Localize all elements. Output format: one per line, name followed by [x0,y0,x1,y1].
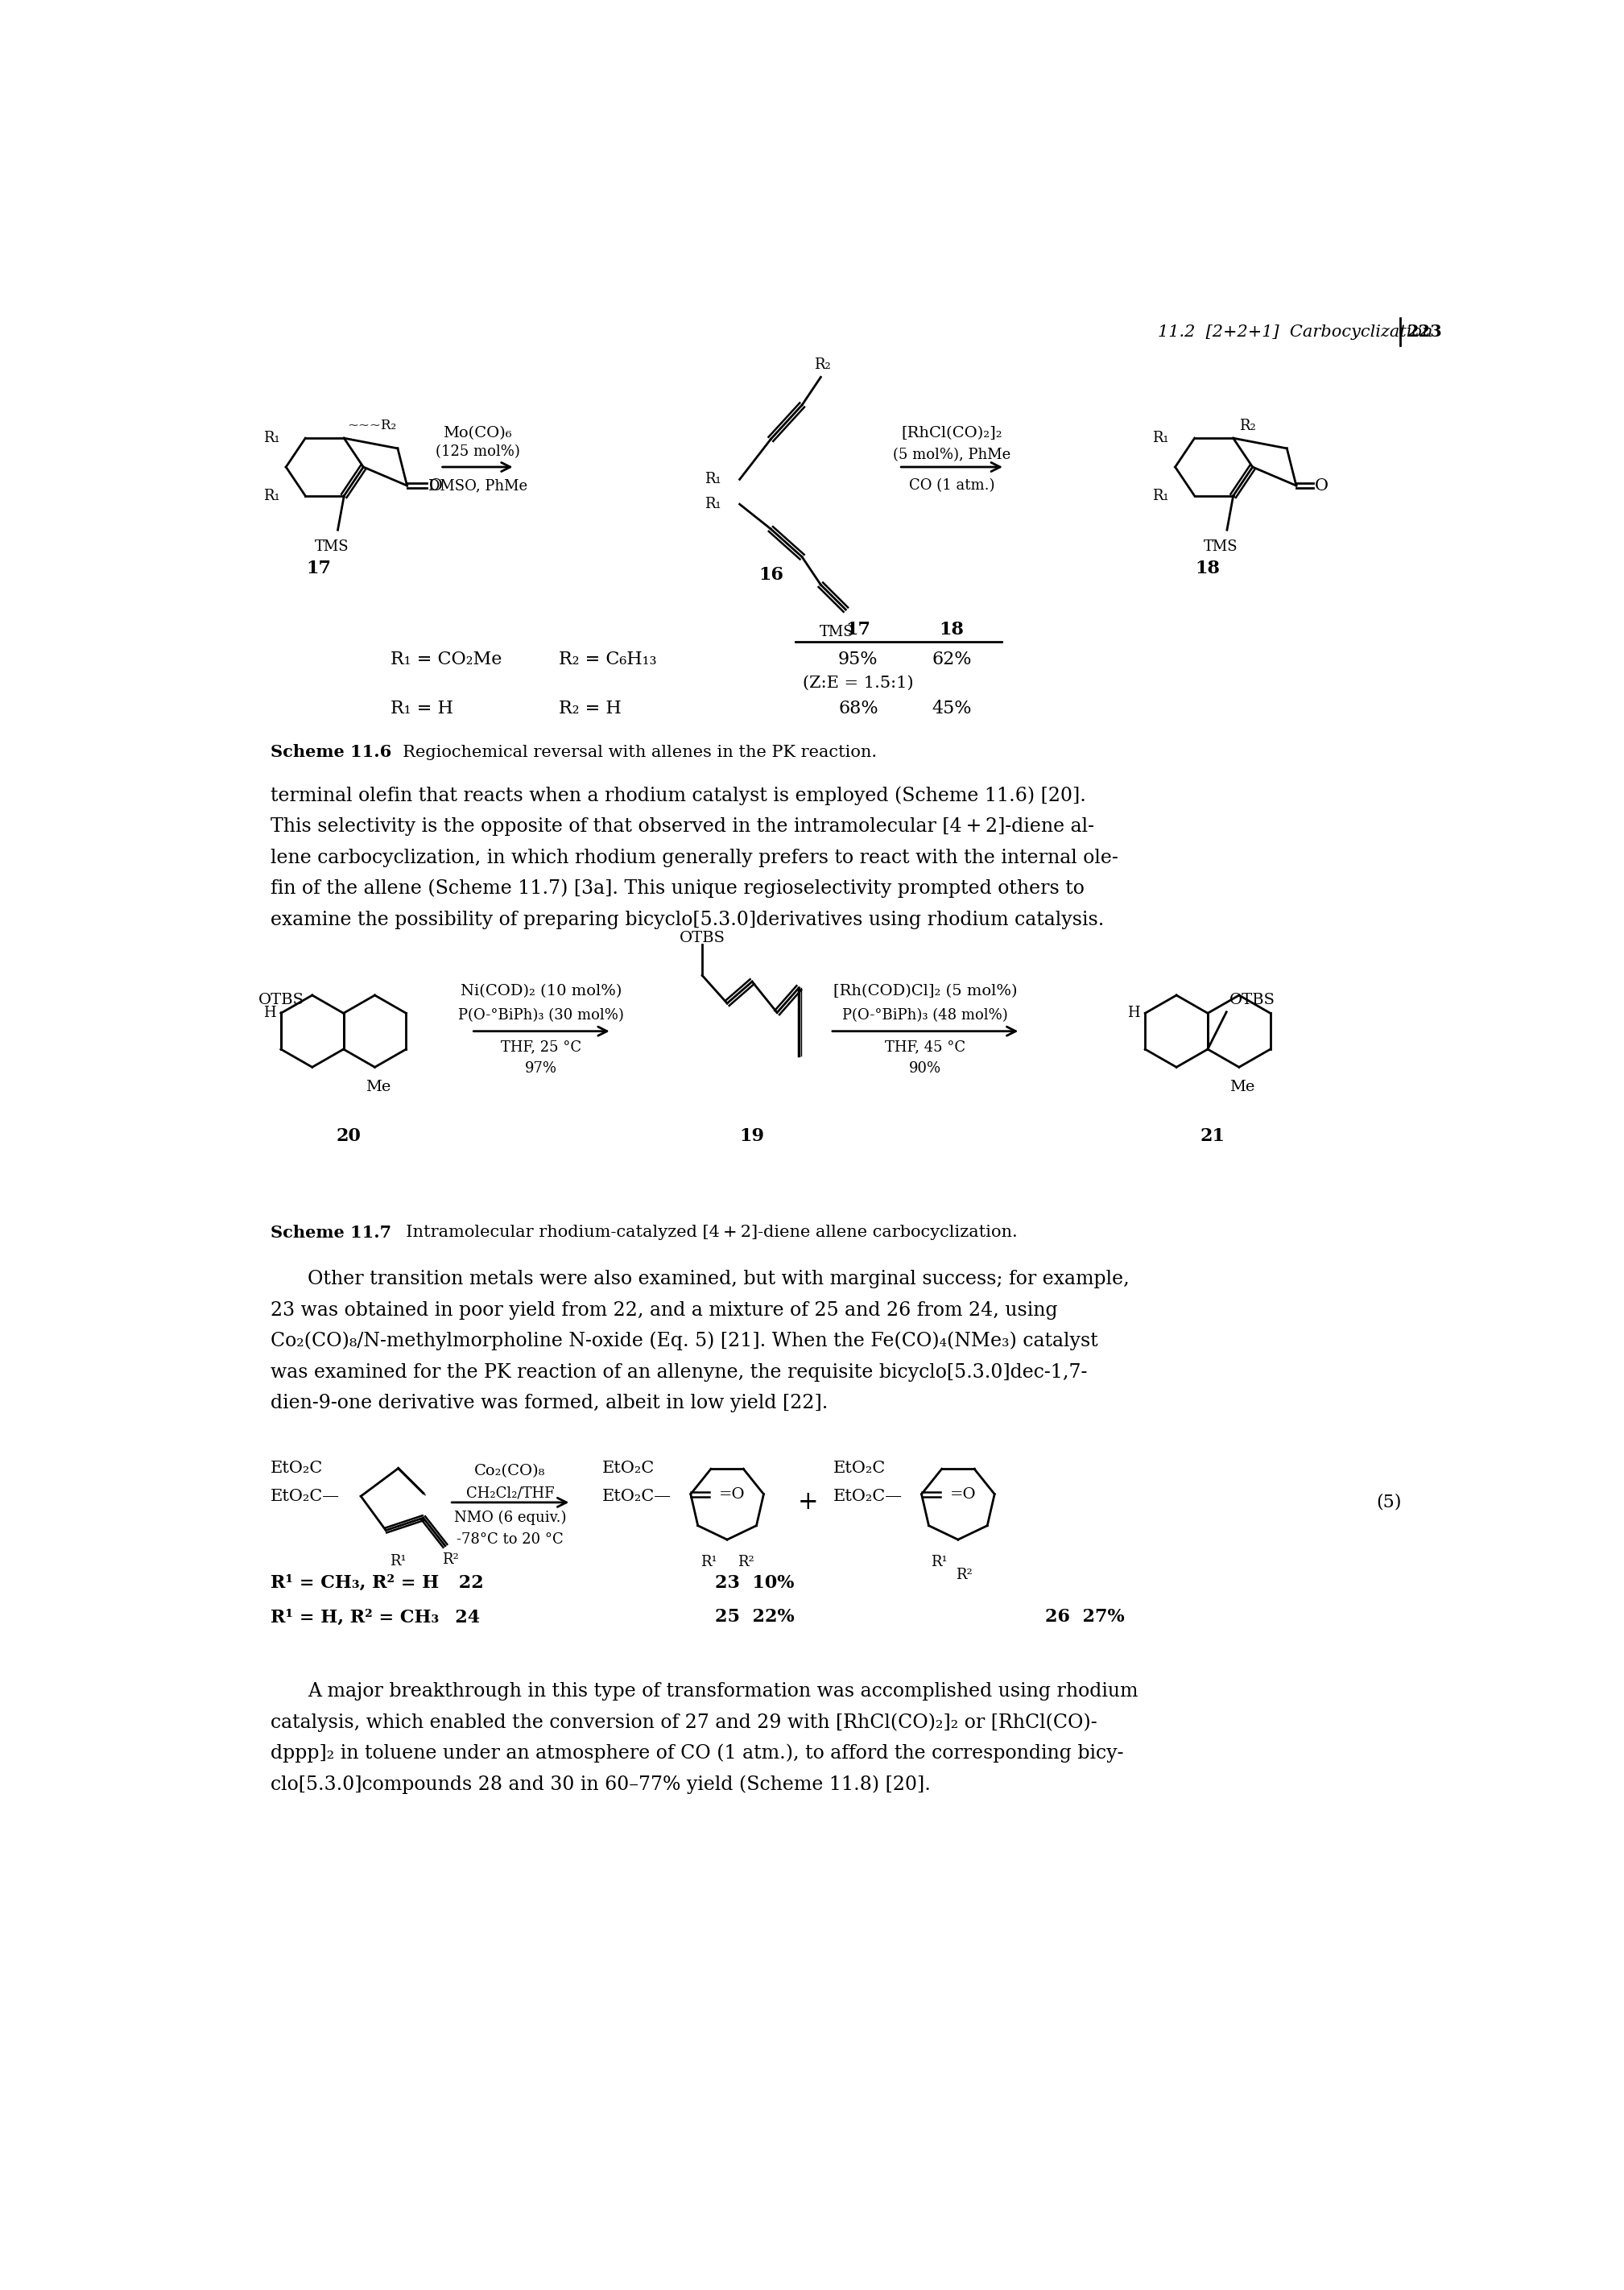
Text: Mo(CO)₆: Mo(CO)₆ [443,426,512,440]
Text: A major breakthrough in this type of transformation was accomplished using rhodi: A major breakthrough in this type of tra… [309,1683,1138,1701]
Text: NMO (6 equiv.): NMO (6 equiv.) [453,1511,567,1525]
Text: H: H [263,1005,276,1021]
Text: R²: R² [442,1553,458,1566]
Text: 26  27%: 26 27% [1046,1608,1125,1626]
Text: R₁ = CO₂Me: R₁ = CO₂Me [390,650,502,669]
Text: lene carbocyclization, in which rhodium generally prefers to react with the inte: lene carbocyclization, in which rhodium … [270,847,1117,868]
Text: R¹: R¹ [390,1555,406,1569]
Text: ~~~R₂: ~~~R₂ [348,419,396,433]
Text: fin of the allene (Scheme 11.7) [3a]. This unique regioselectivity prompted othe: fin of the allene (Scheme 11.7) [3a]. Th… [270,879,1085,898]
Text: R₂: R₂ [1239,419,1257,433]
Text: Other transition metals were also examined, but with marginal success; for examp: Other transition metals were also examin… [309,1271,1130,1289]
Text: catalysis, which enabled the conversion of 27 and 29 with [RhCl(CO)₂]₂ or [RhCl(: catalysis, which enabled the conversion … [270,1713,1096,1731]
Text: 19: 19 [739,1127,765,1145]
Text: O: O [429,479,443,492]
Text: TMS: TMS [818,625,854,639]
Text: 21: 21 [1200,1127,1224,1145]
Text: R₂: R₂ [814,357,830,371]
Text: 18: 18 [1195,561,1220,577]
Text: 16: 16 [758,566,783,584]
Text: Me: Me [365,1079,390,1095]
Text: EtO₂C—: EtO₂C— [833,1489,903,1505]
Text: dien-9-one derivative was formed, albeit in low yield [22].: dien-9-one derivative was formed, albeit… [270,1395,828,1413]
Text: R²: R² [737,1555,754,1569]
Text: OTBS: OTBS [258,992,304,1008]
Text: R¹: R¹ [931,1555,948,1569]
Text: H: H [1127,1005,1140,1021]
Text: was examined for the PK reaction of an allenyne, the requisite bicyclo[5.3.0]dec: was examined for the PK reaction of an a… [270,1363,1086,1381]
Text: This selectivity is the opposite of that observed in the intramolecular [4 + 2]-: This selectivity is the opposite of that… [270,818,1095,836]
Text: R¹ = CH₃, R² = H    22: R¹ = CH₃, R² = H 22 [270,1573,484,1592]
Text: 62%: 62% [932,650,971,669]
Text: EtO₂C: EtO₂C [603,1461,654,1477]
Text: Co₂(CO)₈/N-methylmorpholine N-oxide (Eq. 5) [21]. When the Fe(CO)₄(NMe₃) catalys: Co₂(CO)₈/N-methylmorpholine N-oxide (Eq.… [270,1333,1098,1351]
Text: [RhCl(CO)₂]₂: [RhCl(CO)₂]₂ [901,426,1002,440]
Text: R²: R² [957,1569,973,1582]
Text: EtO₂C: EtO₂C [833,1461,885,1477]
Text: TMS: TMS [315,538,349,554]
Text: +: + [797,1491,818,1516]
Text: EtO₂C—: EtO₂C— [270,1489,339,1505]
Text: (Z:E = 1.5:1): (Z:E = 1.5:1) [802,676,914,689]
Text: O: O [1315,479,1328,492]
Text: EtO₂C: EtO₂C [270,1461,323,1477]
Text: TMS: TMS [1203,538,1237,554]
Text: R¹ = H, R² = CH₃   24: R¹ = H, R² = CH₃ 24 [270,1608,479,1626]
Text: 223: 223 [1408,323,1442,339]
Text: Scheme 11.7: Scheme 11.7 [270,1225,391,1241]
Text: 11.2  [2+2+1]  Carbocyclization: 11.2 [2+2+1] Carbocyclization [1158,325,1432,339]
Text: P(O-°BiPh)₃ (30 mol%): P(O-°BiPh)₃ (30 mol%) [458,1008,624,1024]
Text: terminal olefin that reacts when a rhodium catalyst is employed (Scheme 11.6) [2: terminal olefin that reacts when a rhodi… [270,785,1086,806]
Text: clo[5.3.0]compounds 28 and 30 in 60–77% yield (Scheme 11.8) [20].: clo[5.3.0]compounds 28 and 30 in 60–77% … [270,1775,931,1793]
Text: 90%: 90% [909,1060,942,1076]
Text: 45%: 45% [932,701,971,717]
Text: 95%: 95% [838,650,879,669]
Text: CO (1 atm.): CO (1 atm.) [909,479,994,492]
Text: 20: 20 [336,1127,361,1145]
Text: 18: 18 [939,621,965,639]
Text: dppp]₂ in toluene under an atmosphere of CO (1 atm.), to afford the correspondin: dppp]₂ in toluene under an atmosphere of… [270,1745,1124,1763]
Text: R₁: R₁ [705,497,721,511]
Text: R₂ = H: R₂ = H [559,701,622,717]
Text: R¹: R¹ [700,1555,716,1569]
Text: Scheme 11.6: Scheme 11.6 [270,744,391,760]
Text: (125 mol%): (125 mol%) [435,444,520,458]
Text: R₁: R₁ [1153,431,1169,447]
Text: R₁: R₁ [263,488,279,504]
Text: P(O-°BiPh)₃ (48 mol%): P(O-°BiPh)₃ (48 mol%) [843,1008,1009,1024]
Text: (5): (5) [1376,1493,1402,1511]
Text: OTBS: OTBS [679,932,724,946]
Text: R₁ = H: R₁ = H [390,701,453,717]
Text: examine the possibility of preparing bicyclo[5.3.0]derivatives using rhodium cat: examine the possibility of preparing bic… [270,911,1104,930]
Text: Ni(COD)₂ (10 mol%): Ni(COD)₂ (10 mol%) [461,985,622,998]
Text: 17: 17 [846,621,870,639]
Text: R₂ = C₆H₁₃: R₂ = C₆H₁₃ [559,650,656,669]
Text: [Rh(COD)Cl]₂ (5 mol%): [Rh(COD)Cl]₂ (5 mol%) [833,985,1017,998]
Text: R₁: R₁ [705,472,721,488]
Text: OTBS: OTBS [1229,992,1275,1008]
Text: Intramolecular rhodium-catalyzed [4 + 2]-diene allene carbocyclization.: Intramolecular rhodium-catalyzed [4 + 2]… [395,1225,1017,1241]
Text: Regiochemical reversal with allenes in the PK reaction.: Regiochemical reversal with allenes in t… [391,744,877,760]
Text: CH₂Cl₂/THF: CH₂Cl₂/THF [466,1486,554,1500]
Text: 23 was obtained in poor yield from 22, and a mixture of 25 and 26 from 24, using: 23 was obtained in poor yield from 22, a… [270,1301,1057,1319]
Text: R₁: R₁ [263,431,279,447]
Text: DMSO, PhMe: DMSO, PhMe [429,479,528,492]
Text: =O: =O [950,1486,976,1502]
Text: THF, 45 °C: THF, 45 °C [885,1040,965,1053]
Text: -78°C to 20 °C: -78°C to 20 °C [456,1532,564,1546]
Text: EtO₂C—: EtO₂C— [603,1489,672,1505]
Text: =O: =O [719,1486,745,1502]
Text: 17: 17 [305,561,331,577]
Text: 25  22%: 25 22% [715,1608,794,1626]
Text: Me: Me [1229,1079,1255,1095]
Text: 68%: 68% [838,701,879,717]
Text: (5 mol%), PhMe: (5 mol%), PhMe [893,447,1010,463]
Text: 97%: 97% [525,1060,557,1076]
Text: THF, 25 °C: THF, 25 °C [500,1040,581,1053]
Text: Co₂(CO)₈: Co₂(CO)₈ [474,1463,546,1479]
Text: R₁: R₁ [1153,488,1169,504]
Text: 23  10%: 23 10% [715,1573,794,1592]
